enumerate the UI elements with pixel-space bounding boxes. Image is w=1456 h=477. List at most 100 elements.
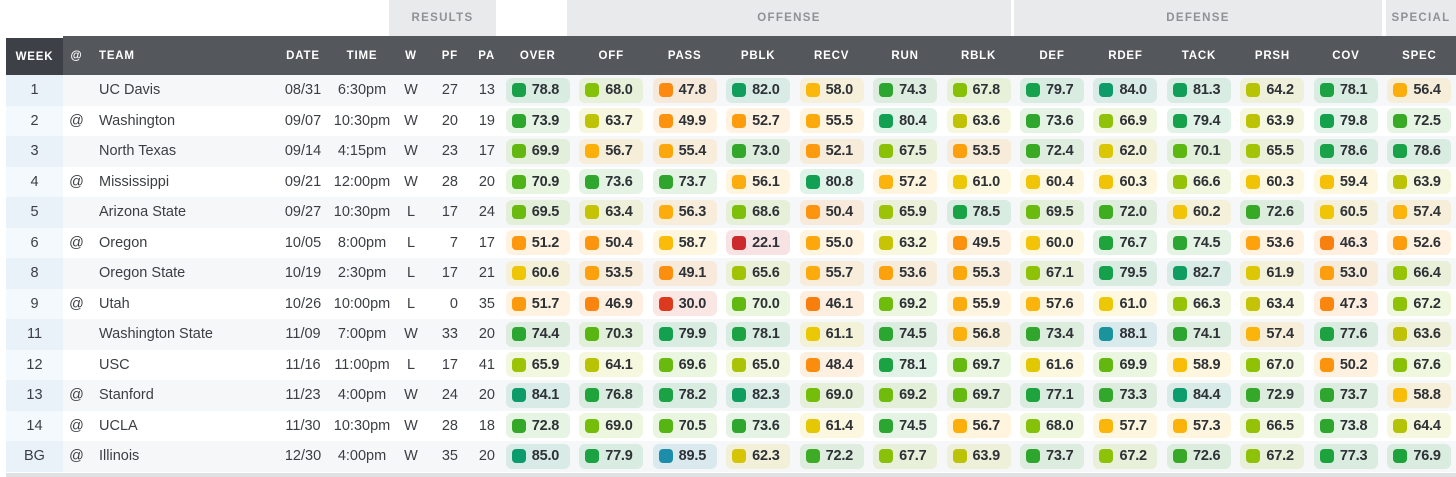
column-header-pa[interactable]: PA: [478, 49, 495, 62]
grade-badge-run: 80.4: [873, 108, 938, 134]
grade-badge-rblk: 56.7: [946, 413, 1011, 439]
column-header-pblk[interactable]: PBLK: [740, 49, 776, 62]
table-body: 1 UC Davis 08/31 6:30pm W 27 13 78.8 68.0 47.8 82.…: [0, 75, 1456, 472]
points-against-cell: 20: [478, 387, 495, 404]
date-cell: 10/19: [284, 265, 322, 282]
grade-color-chip: [805, 418, 820, 433]
grade-value: 73.6: [752, 417, 780, 434]
grade-color-chip: [732, 266, 747, 281]
column-header-pf[interactable]: PF: [441, 49, 458, 62]
grade-value: 78.6: [1413, 143, 1441, 160]
column-header-rblk[interactable]: RBLK: [960, 49, 997, 62]
week-cell: BG: [6, 441, 63, 472]
grade-badge-run: 74.5: [873, 321, 938, 347]
grade-color-chip: [1319, 235, 1334, 250]
grade-color-chip: [805, 235, 820, 250]
grade-color-chip: [511, 327, 526, 342]
column-header-time[interactable]: TIME: [346, 49, 378, 62]
grade-color-chip: [585, 388, 600, 403]
grade-value: 66.3: [1192, 295, 1221, 312]
points-for-cell: 23: [441, 143, 458, 160]
points-for-cell: 17: [441, 356, 458, 373]
grade-value: 65.9: [531, 356, 560, 373]
column-header-prsh[interactable]: PRSH: [1254, 49, 1290, 62]
column-header-at[interactable]: @: [70, 49, 83, 62]
column-header-rdef[interactable]: RDEF: [1108, 49, 1143, 62]
grade-color-chip: [1319, 83, 1334, 98]
grade-color-chip: [658, 113, 673, 128]
game-row-week-2: 2 @ Washington 09/07 10:30pm W 20 19 73.9 63.7 49.…: [6, 105, 1456, 136]
time-cell: 8:00pm: [337, 234, 387, 251]
points-against-cell: 20: [478, 448, 495, 465]
column-header-cov[interactable]: COV: [1332, 49, 1360, 62]
grade-value: 57.2: [899, 173, 927, 190]
grade-value: 82.7: [1192, 265, 1221, 282]
grade-badge-over: 85.0: [505, 443, 570, 469]
points-for-cell: 17: [441, 204, 458, 221]
column-header-run[interactable]: RUN: [891, 49, 919, 62]
grade-color-chip: [1099, 418, 1114, 433]
grade-value: 84.1: [531, 387, 560, 404]
horizontal-scrollbar[interactable]: [6, 473, 1456, 477]
grade-color-chip: [732, 327, 747, 342]
grade-color-chip: [1172, 235, 1187, 250]
grade-color-chip: [1099, 113, 1114, 128]
column-header-date[interactable]: DATE: [286, 49, 320, 62]
team-name: Illinois: [99, 448, 140, 465]
grade-color-chip: [585, 449, 600, 464]
column-header-recv[interactable]: RECV: [814, 49, 850, 62]
grade-value: 60.3: [1266, 173, 1294, 190]
column-header-def[interactable]: DEF: [1039, 49, 1065, 62]
grade-color-chip: [1172, 113, 1187, 128]
grade-badge-prsh: 65.5: [1240, 138, 1305, 164]
away-indicator: @: [69, 417, 84, 434]
grade-color-chip: [585, 418, 600, 433]
grade-value: 74.3: [899, 82, 927, 99]
grade-badge-spec: 57.4: [1387, 199, 1452, 225]
column-header-spec[interactable]: SPEC: [1402, 49, 1437, 62]
grade-color-chip: [1026, 83, 1041, 98]
grade-badge-cov: 59.4: [1313, 169, 1378, 195]
column-header-off[interactable]: OFF: [598, 49, 624, 62]
grade-value: 69.9: [1119, 356, 1147, 373]
grade-value: 70.3: [605, 326, 633, 343]
week-cell: 9: [6, 288, 63, 319]
date-cell: 10/05: [284, 234, 322, 251]
grade-value: 55.9: [972, 295, 1001, 312]
grade-badge-rblk: 63.9: [946, 443, 1011, 469]
grade-value: 67.2: [1413, 295, 1441, 312]
grade-value: 53.6: [1266, 234, 1294, 251]
column-header-week[interactable]: WEEK: [6, 36, 63, 75]
grade-badge-pblk: 22.1: [726, 230, 791, 256]
grade-badge-def: 60.4: [1020, 169, 1085, 195]
grade-badge-cov: 47.3: [1313, 291, 1378, 317]
grade-badge-tack: 57.3: [1166, 413, 1231, 439]
grade-color-chip: [1319, 357, 1334, 372]
grade-color-chip: [1246, 144, 1261, 159]
grade-badge-pass: 69.6: [652, 352, 717, 378]
week-cell: 1: [6, 75, 63, 106]
grade-value: 70.0: [752, 295, 780, 312]
game-row-week-11: 11 Washington State 11/09 7:00pm W 33 20 74.4 70…: [6, 319, 1456, 350]
result-cell: W: [404, 112, 418, 129]
grade-color-chip: [511, 113, 526, 128]
date-cell: 10/26: [284, 295, 322, 312]
column-header-team[interactable]: TEAM: [99, 49, 135, 62]
grade-badge-def: 61.6: [1020, 352, 1085, 378]
column-header-result[interactable]: W: [405, 49, 417, 62]
grade-value: 58.8: [1413, 387, 1441, 404]
grade-value: 77.3: [1339, 448, 1368, 465]
grade-value: 69.2: [899, 295, 927, 312]
grade-color-chip: [732, 83, 747, 98]
grade-badge-rdef: 88.1: [1093, 321, 1158, 347]
grade-badge-run: 69.2: [873, 382, 938, 408]
grade-value: 78.8: [531, 82, 560, 99]
grade-color-chip: [879, 449, 894, 464]
column-header-tack[interactable]: TACK: [1181, 49, 1217, 62]
grade-color-chip: [1319, 296, 1334, 311]
grade-badge-pblk: 70.0: [726, 291, 791, 317]
grade-badge-run: 65.9: [873, 199, 938, 225]
grade-badge-pass: 79.9: [652, 321, 717, 347]
column-header-pass[interactable]: PASS: [667, 49, 702, 62]
column-header-over[interactable]: OVER: [519, 49, 556, 62]
